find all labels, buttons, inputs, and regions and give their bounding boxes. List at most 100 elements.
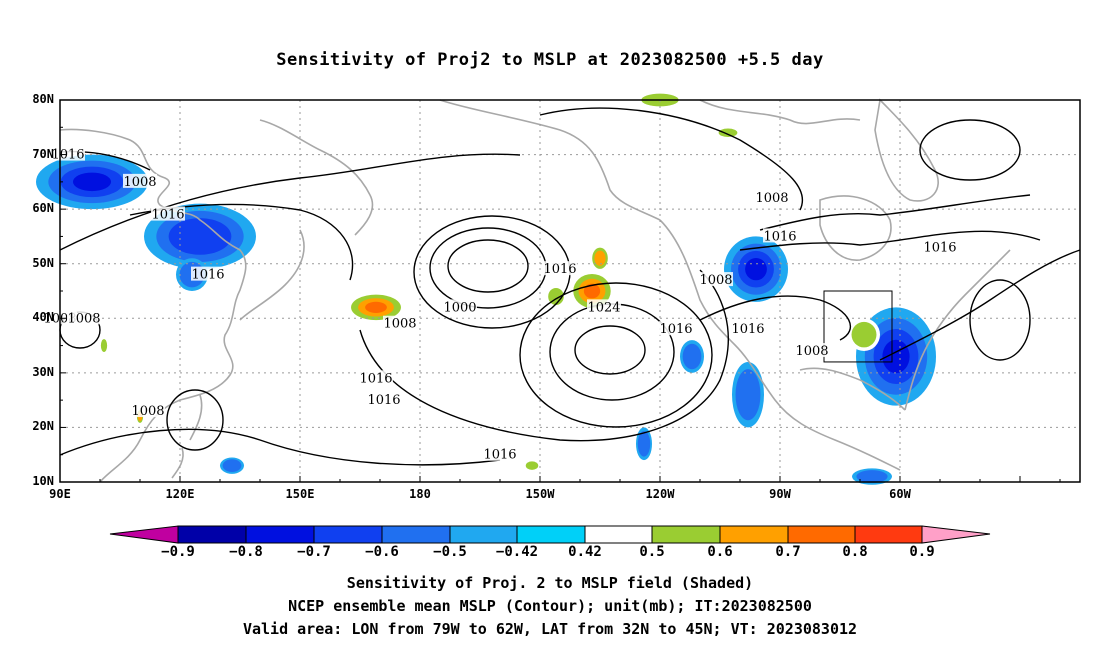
colorbar: [109, 525, 991, 544]
caption-line-2: NCEP ensemble mean MSLP (Contour); unit(…: [288, 597, 812, 615]
contour-label: 1016: [151, 208, 184, 223]
negative-sensitivity-patch: [856, 470, 888, 483]
contour-1016-pacific: [359, 269, 729, 442]
contour-typhoon: [166, 389, 224, 451]
contour-label: 1016: [191, 268, 224, 283]
contour-label-bg: [587, 299, 621, 314]
colorbar-segment: [313, 525, 383, 544]
positive-sensitivity-patch: [851, 321, 877, 348]
colorbar-segment: [381, 525, 451, 544]
sensitivity-map: 1008 1016 1016 1008 1008 1016 1008 1000 1008 1016…: [36, 91, 1081, 485]
contour-1008-atlantic: [879, 249, 1081, 361]
contour-label: 1016: [763, 229, 796, 244]
contour-label: 1008: [383, 317, 416, 332]
contour-low-1000: [447, 239, 529, 293]
coastline-greenland: [874, 98, 939, 202]
contour-label-bg: [731, 321, 765, 336]
contour-label: 1008: [67, 311, 100, 326]
lon-tick-label: 90W: [769, 487, 791, 501]
contour-label: 1008: [755, 191, 788, 206]
contour-label: 1016: [367, 393, 400, 408]
lat-lon-grid: [60, 100, 1080, 482]
colorbar-segment: [854, 525, 923, 544]
contour-label-bg: [359, 370, 393, 385]
lon-tick-label: 120W: [645, 487, 675, 501]
negative-sensitivity-patch: [168, 218, 232, 255]
lat-tick-label: 80N: [32, 92, 54, 106]
colorbar-max-triangle: [921, 525, 991, 544]
contour-label: 1016: [359, 371, 392, 386]
coastline-asia: [59, 128, 247, 483]
lat-tick-label: 20N: [32, 419, 54, 434]
valid-area-box: [823, 290, 893, 363]
contour-label: 1016: [731, 322, 764, 337]
contour-label: 1000: [443, 300, 476, 315]
contour-1008-north: [59, 153, 521, 251]
contour-label-bg: [699, 272, 733, 287]
colorbar-min-triangle: [109, 525, 179, 544]
contour-label-bg: [383, 315, 417, 330]
lat-tick-label: 50N: [32, 255, 54, 270]
contour-labels: 1008 1016 1016 1008 1008 1016 1008 1000 1008 1016…: [43, 146, 957, 463]
contour-greenland-low: [919, 119, 1021, 181]
positive-sensitivity-patch: [525, 461, 539, 470]
contour-1016-east-pacific: [699, 295, 852, 341]
colorbar-tick-label: −0.8: [229, 544, 263, 560]
contour-1016-canada: [739, 230, 1041, 251]
colorbar-tick-label: 0.6: [707, 544, 733, 560]
lon-tick-label: 180: [409, 487, 431, 501]
figure-title: Sensitivity of Proj2 to MSLP at 20230825…: [276, 50, 824, 70]
positive-sensitivity-patch: [594, 250, 606, 266]
contour-label-bg: [191, 266, 225, 281]
colorbar-segment: [449, 525, 518, 544]
contour-label-bg: [483, 446, 517, 461]
contour-atlantic-low: [969, 279, 1031, 361]
contour-label-bg: [151, 206, 185, 221]
coastline-kamchatka: [259, 119, 374, 236]
colorbar-tick-label: −0.42: [495, 544, 539, 560]
contour-label-bg: [763, 228, 797, 243]
contour-label: 1016: [543, 262, 576, 277]
lat-tick-label: 30N: [32, 364, 54, 379]
negative-sensitivity-patch: [682, 343, 702, 370]
coastlines: [59, 98, 1011, 483]
colorbar-segment: [245, 525, 315, 544]
contour-1016-south: [59, 428, 501, 466]
colorbar-segment: [787, 525, 856, 544]
colorbar-segment: [651, 525, 721, 544]
negative-sensitivity-patch: [637, 431, 651, 457]
colorbar-segment: [719, 525, 789, 544]
lat-tick-label: 70N: [32, 146, 54, 161]
caption-line-3: Valid area: LON from 79W to 62W, LAT fro…: [242, 620, 858, 638]
lon-tick-label: 90E: [49, 487, 71, 501]
positive-sensitivity-patch: [583, 283, 601, 299]
coastline-north-america: [659, 219, 901, 471]
contour-label: 1008: [795, 344, 828, 359]
negative-sensitivity-patch: [735, 369, 761, 421]
contour-high-1020: [519, 282, 713, 428]
contour-label: 1024: [587, 300, 620, 315]
contour-label-bg: [923, 239, 957, 254]
positive-sensitivity-patch: [100, 339, 108, 352]
lon-tick-label: 150W: [525, 487, 555, 501]
contour-label-bg: [543, 261, 577, 276]
lon-tick-label: 150E: [285, 487, 315, 501]
colorbar-tick-label: 0.8: [842, 544, 868, 560]
contour-1008-arctic: [539, 107, 804, 211]
positive-sensitivity-patch: [718, 128, 738, 137]
coastline-east-coast: [904, 249, 1011, 411]
contour-label: 1016: [923, 240, 956, 255]
contour-label: 1016: [659, 322, 692, 337]
axis-ticks: [59, 99, 1061, 483]
contour-label: 1008: [699, 273, 732, 288]
contour-1008-canada: [759, 194, 1031, 231]
coastline-japan: [239, 229, 305, 321]
coastline-hudson: [819, 195, 892, 261]
colorbar-tick-label: 0.7: [775, 544, 801, 560]
positive-sensitivity-patch: [365, 301, 387, 313]
contour-label-bg: [659, 321, 693, 336]
colorbar-tick-label: −0.5: [433, 544, 467, 560]
negative-sensitivity-patch: [745, 258, 767, 281]
caption-line-1: Sensitivity of Proj. 2 to MSLP field (Sh…: [346, 574, 754, 592]
colorbar-segment: [516, 525, 586, 544]
